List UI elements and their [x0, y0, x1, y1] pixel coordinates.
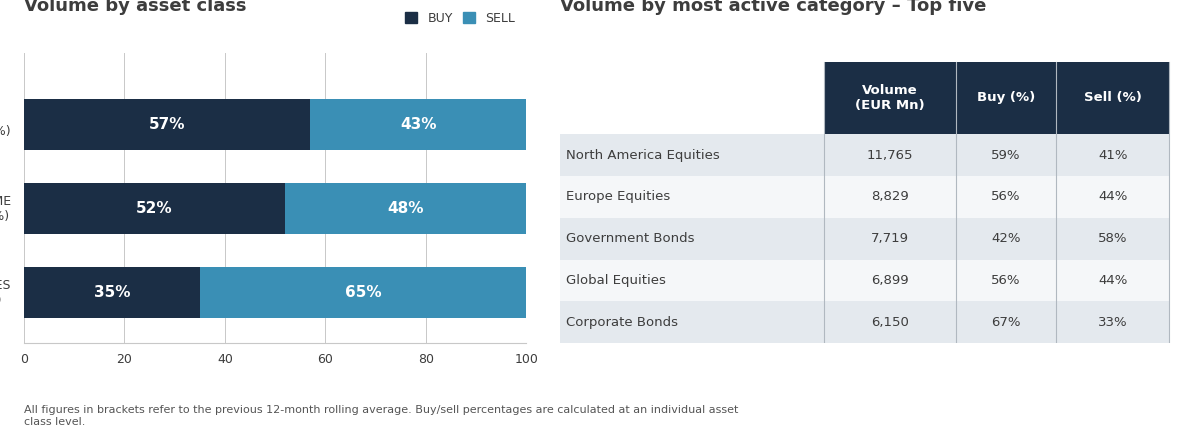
Text: 67%: 67%	[991, 316, 1021, 329]
Text: 56%: 56%	[991, 191, 1021, 203]
Text: 48%: 48%	[388, 201, 424, 216]
Text: Europe Equities: Europe Equities	[566, 191, 671, 203]
Text: Buy (%): Buy (%)	[977, 92, 1036, 104]
FancyBboxPatch shape	[560, 260, 1169, 301]
Bar	[24, 183, 286, 234]
Text: Volume
(EUR Mn): Volume (EUR Mn)	[854, 84, 924, 112]
Text: 57%: 57%	[149, 117, 185, 132]
Text: 41%: 41%	[1098, 149, 1128, 161]
Text: Sell (%): Sell (%)	[1084, 92, 1141, 104]
Text: 59%: 59%	[991, 149, 1021, 161]
Text: 11,765: 11,765	[866, 149, 913, 161]
Text: 43%: 43%	[400, 117, 437, 132]
Legend: BUY, SELL: BUY, SELL	[400, 7, 520, 30]
Text: Corporate Bonds: Corporate Bonds	[566, 316, 678, 329]
Text: 44%: 44%	[1098, 274, 1127, 287]
Bar	[199, 268, 527, 318]
Bar	[311, 99, 527, 150]
Text: 42%: 42%	[991, 232, 1021, 245]
Text: 6,150: 6,150	[871, 316, 908, 329]
Text: 8,829: 8,829	[871, 191, 908, 203]
Text: 7,719: 7,719	[871, 232, 908, 245]
Text: 35%: 35%	[94, 285, 130, 300]
Text: 44%: 44%	[1098, 191, 1127, 203]
Bar	[24, 99, 311, 150]
FancyBboxPatch shape	[824, 62, 1169, 134]
Bar	[286, 183, 527, 234]
Text: North America Equities: North America Equities	[566, 149, 720, 161]
FancyBboxPatch shape	[560, 176, 1169, 218]
Bar	[24, 268, 199, 318]
Text: 56%: 56%	[991, 274, 1021, 287]
Text: 52%: 52%	[137, 201, 173, 216]
Text: 58%: 58%	[1098, 232, 1128, 245]
Text: Global Equities: Global Equities	[566, 274, 666, 287]
Text: Government Bonds: Government Bonds	[566, 232, 695, 245]
Text: 65%: 65%	[344, 285, 382, 300]
Text: All figures in brackets refer to the previous 12-month rolling average. Buy/sell: All figures in brackets refer to the pre…	[24, 405, 738, 427]
Text: Volume by most active category – Top five: Volume by most active category – Top fiv…	[560, 0, 986, 15]
FancyBboxPatch shape	[560, 134, 1169, 176]
Text: 33%: 33%	[1098, 316, 1128, 329]
Text: 6,899: 6,899	[871, 274, 908, 287]
FancyBboxPatch shape	[560, 301, 1169, 343]
Text: Volume by asset class: Volume by asset class	[24, 0, 246, 15]
FancyBboxPatch shape	[560, 218, 1169, 260]
